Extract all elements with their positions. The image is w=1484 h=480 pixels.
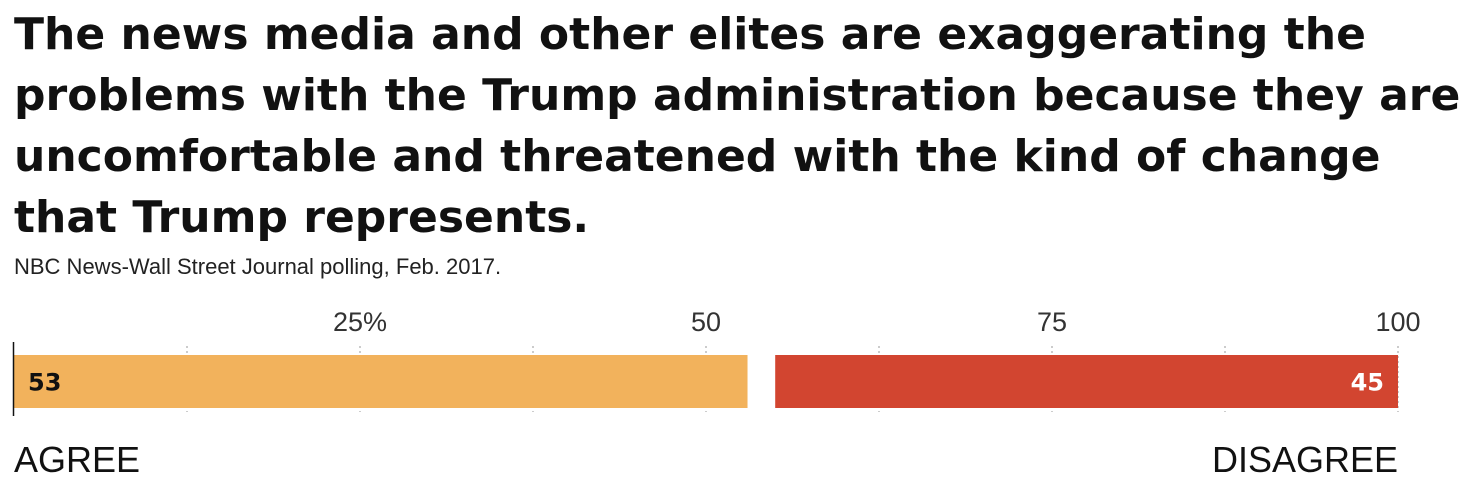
tick-label: 25% — [333, 307, 387, 337]
tick-label: 75 — [1037, 307, 1067, 337]
bar-value-label-disagree: 45 — [1351, 369, 1384, 397]
chart-title: The news media and other elites are exag… — [14, 9, 1461, 243]
bar-agree — [14, 355, 748, 408]
chart-svg: 25% 50 75 100 53 45 AGREE DISAGREE — [12, 307, 1421, 480]
tick-label: 100 — [1375, 307, 1420, 337]
tick-label-layer: 25% 50 75 100 — [333, 307, 1421, 337]
chart-subtitle: NBC News-Wall Street Journal polling, Fe… — [14, 254, 502, 279]
bar-layer: 53 45 AGREE DISAGREE — [14, 355, 1398, 480]
bar-disagree — [775, 355, 1398, 408]
tick-label: 50 — [691, 307, 721, 337]
series-label-disagree: DISAGREE — [1212, 439, 1398, 480]
series-label-agree: AGREE — [14, 439, 140, 480]
bar-value-label-agree: 53 — [28, 369, 61, 397]
